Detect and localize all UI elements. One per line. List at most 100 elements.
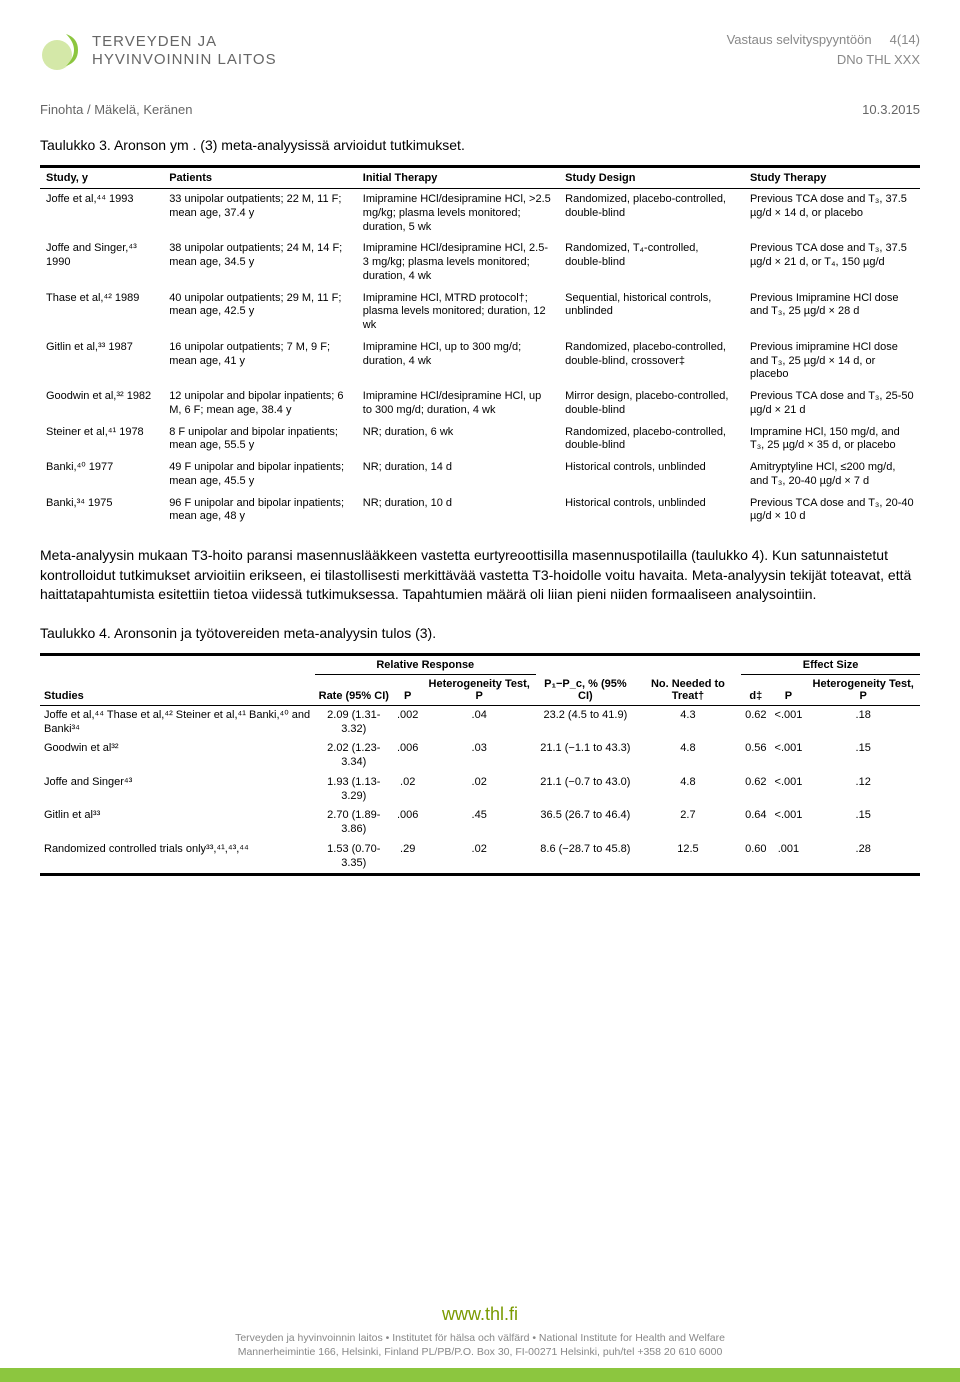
t3-header: Study Therapy xyxy=(744,167,920,189)
table-cell: Previous TCA dose and T₃, 25-50 µg/d × 2… xyxy=(744,386,920,422)
table-cell: 2.02 (1.23-3.34) xyxy=(315,739,393,773)
table-cell: Historical controls, unblinded xyxy=(559,457,744,493)
table-cell: Historical controls, unblinded xyxy=(559,493,744,529)
footer-green-bar xyxy=(0,1368,960,1382)
table-cell: Amitryptyline HCl, ≤200 mg/d, and T₃, 20… xyxy=(744,457,920,493)
table-cell: Goodwin et al³² xyxy=(40,739,315,773)
table-cell: .15 xyxy=(806,806,920,840)
table-cell: Randomized, T₄-controlled, double-blind xyxy=(559,238,744,287)
table-cell: Banki,³⁴ 1975 xyxy=(40,493,163,529)
table-cell: 1.93 (1.13-3.29) xyxy=(315,773,393,807)
table-cell: 49 F unipolar and bipolar inpatients; me… xyxy=(163,457,357,493)
table-cell: .006 xyxy=(393,806,422,840)
table-row: Joffe and Singer,⁴³ 199038 unipolar outp… xyxy=(40,238,920,287)
table-cell: 4.3 xyxy=(635,705,741,739)
table-cell: 0.56 xyxy=(741,739,770,773)
org-line1: TERVEYDEN JA xyxy=(92,33,277,51)
logo-block: TERVEYDEN JA HYVINVOINNIN LAITOS xyxy=(40,30,277,72)
t4-head-nnt: No. Needed to Treat† xyxy=(635,654,741,705)
t4-head-p1pc: P₁−P_c, % (95% CI) xyxy=(536,654,635,705)
table-cell: Joffe et al,⁴⁴ 1993 xyxy=(40,189,163,239)
table-cell: Gitlin et al³³ xyxy=(40,806,315,840)
table-row: Banki,³⁴ 197596 F unipolar and bipolar i… xyxy=(40,493,920,529)
table-cell: 2.09 (1.31-3.32) xyxy=(315,705,393,739)
doc-number: DNo THL XXX xyxy=(727,50,920,70)
t4-head-het2: Heterogeneity Test, P xyxy=(806,674,920,705)
table-cell: .002 xyxy=(393,705,422,739)
table-cell: <.001 xyxy=(771,806,807,840)
table-cell: 16 unipolar outpatients; 7 M, 9 F; mean … xyxy=(163,337,357,386)
table-cell: Randomized controlled trials only³³,⁴¹,⁴… xyxy=(40,840,315,875)
table-cell: Steiner et al,⁴¹ 1978 xyxy=(40,422,163,458)
t4-head-het1: Heterogeneity Test, P xyxy=(422,674,536,705)
t3-header: Patients xyxy=(163,167,357,189)
t3-header: Initial Therapy xyxy=(357,167,559,189)
table-row: Joffe et al,⁴⁴ 199333 unipolar outpatien… xyxy=(40,189,920,239)
table-cell: .02 xyxy=(422,840,536,875)
table-cell: .03 xyxy=(422,739,536,773)
table-cell: Impramine HCl, 150 mg/d, and T₃, 25 µg/d… xyxy=(744,422,920,458)
table-cell: .29 xyxy=(393,840,422,875)
org-line2: HYVINVOINNIN LAITOS xyxy=(92,51,277,69)
table-cell: .45 xyxy=(422,806,536,840)
table-cell: 33 unipolar outpatients; 22 M, 11 F; mea… xyxy=(163,189,357,239)
page-header: TERVEYDEN JA HYVINVOINNIN LAITOS Vastaus… xyxy=(40,30,920,72)
table-cell: 40 unipolar outpatients; 29 M, 11 F; mea… xyxy=(163,288,357,337)
t4-head-p: P xyxy=(393,674,422,705)
table-cell: Imipramine HCl/desipramine HCl, >2.5 mg/… xyxy=(357,189,559,239)
table-cell: Previous Imipramine HCl dose and T₃, 25 … xyxy=(744,288,920,337)
table-cell: 4.8 xyxy=(635,739,741,773)
table-cell: .006 xyxy=(393,739,422,773)
body-paragraph: Meta-analyysin mukaan T3-hoito paransi m… xyxy=(40,546,920,605)
page-footer: www.thl.fi Terveyden ja hyvinvoinnin lai… xyxy=(0,1292,960,1382)
table-cell: Gitlin et al,³³ 1987 xyxy=(40,337,163,386)
table4-caption: Taulukko 4. Aronsonin ja työtovereiden m… xyxy=(40,625,920,641)
table-cell: 2.70 (1.89-3.86) xyxy=(315,806,393,840)
table-cell: .02 xyxy=(422,773,536,807)
table-cell: 8.6 (−28.7 to 45.8) xyxy=(536,840,635,875)
table-cell: .04 xyxy=(422,705,536,739)
table-cell: Imipramine HCl/desipramine HCl, 2.5-3 mg… xyxy=(357,238,559,287)
t4-group-relative: Relative Response xyxy=(315,654,536,674)
t4-group-effect: Effect Size xyxy=(741,654,920,674)
table-cell: 8 F unipolar and bipolar inpatients; mea… xyxy=(163,422,357,458)
table-cell: Previous imipramine HCl dose and T₃, 25 … xyxy=(744,337,920,386)
footer-url: www.thl.fi xyxy=(0,1304,960,1325)
table-cell: .001 xyxy=(771,840,807,875)
page-number: 4(14) xyxy=(890,32,920,47)
table-cell: 23.2 (4.5 to 41.9) xyxy=(536,705,635,739)
table-row: Joffe et al,⁴⁴ Thase et al,⁴² Steiner et… xyxy=(40,705,920,739)
footer-line1: Terveyden ja hyvinvoinnin laitos • Insti… xyxy=(0,1331,960,1346)
table-cell: 1.53 (0.70-3.35) xyxy=(315,840,393,875)
table-cell: 21.1 (−1.1 to 43.3) xyxy=(536,739,635,773)
table-cell: Randomized, placebo-controlled, double-b… xyxy=(559,337,744,386)
table-cell: 12.5 xyxy=(635,840,741,875)
table-row: Steiner et al,⁴¹ 19788 F unipolar and bi… xyxy=(40,422,920,458)
table-4: Studies Relative Response P₁−P_c, % (95%… xyxy=(40,653,920,877)
table-row: Gitlin et al,³³ 198716 unipolar outpatie… xyxy=(40,337,920,386)
table-cell: Imipramine HCl/desipramine HCl, up to 30… xyxy=(357,386,559,422)
table-cell: <.001 xyxy=(771,773,807,807)
table-cell: 36.5 (26.7 to 46.4) xyxy=(536,806,635,840)
table-cell: .18 xyxy=(806,705,920,739)
t3-header: Study, y xyxy=(40,167,163,189)
table-cell: Previous TCA dose and T₃, 20-40 µg/d × 1… xyxy=(744,493,920,529)
table-cell: 2.7 xyxy=(635,806,741,840)
authors: Finohta / Mäkelä, Keränen xyxy=(40,102,192,117)
table-cell: .02 xyxy=(393,773,422,807)
doc-type: Vastaus selvityspyyntöön xyxy=(727,32,872,47)
t4-head-d: d‡ xyxy=(741,674,770,705)
table-cell: Joffe et al,⁴⁴ Thase et al,⁴² Steiner et… xyxy=(40,705,315,739)
thl-logo-icon xyxy=(40,30,82,72)
table-cell: 4.8 xyxy=(635,773,741,807)
table-cell: Mirror design, placebo-controlled, doubl… xyxy=(559,386,744,422)
table3-caption: Taulukko 3. Aronson ym . (3) meta-analyy… xyxy=(40,137,920,153)
date: 10.3.2015 xyxy=(862,102,920,117)
table-cell: 0.64 xyxy=(741,806,770,840)
table-cell: Joffe and Singer⁴³ xyxy=(40,773,315,807)
table-cell: Previous TCA dose and T₃, 37.5 µg/d × 14… xyxy=(744,189,920,239)
table-row: Gitlin et al³³2.70 (1.89-3.86).006.4536.… xyxy=(40,806,920,840)
table-cell: Thase et al,⁴² 1989 xyxy=(40,288,163,337)
header-right: Vastaus selvityspyyntöön 4(14) DNo THL X… xyxy=(727,30,920,69)
table-cell: 12 unipolar and bipolar inpatients; 6 M,… xyxy=(163,386,357,422)
